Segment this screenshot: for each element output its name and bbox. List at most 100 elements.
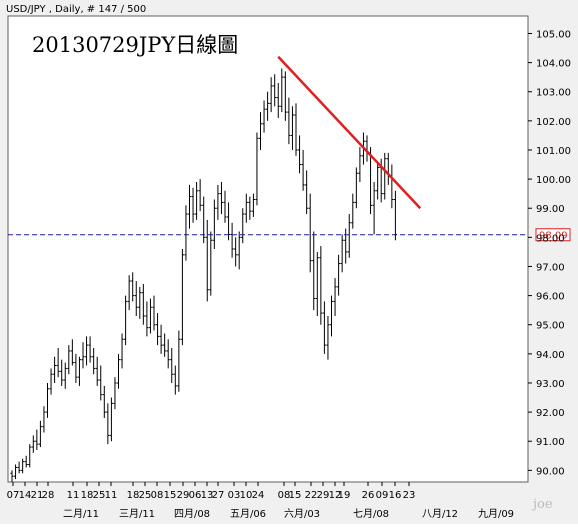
current-price-group: 98.09	[8, 228, 571, 242]
ohlc-bar	[49, 368, 53, 395]
ohlc-bar	[166, 339, 170, 369]
ohlc-bar	[297, 135, 302, 174]
ohlc-bar	[287, 97, 291, 145]
ohlc-bar	[376, 161, 380, 200]
y-tick-label: 102.00	[536, 117, 571, 128]
ohlc-bar	[230, 222, 234, 258]
x-tick-label: 29	[317, 490, 330, 501]
x-tick-label: 26	[362, 490, 375, 501]
y-tick-label: 104.00	[536, 59, 571, 70]
ohlc-bar	[17, 461, 21, 474]
ohlc-bar	[124, 295, 128, 346]
ohlc-bar	[74, 353, 78, 383]
ohlc-bars	[10, 68, 397, 482]
x-tick-label: 07	[7, 490, 20, 501]
y-tick-label: 96.00	[536, 292, 565, 303]
ohlc-bar	[127, 275, 131, 311]
ohlc-bar	[84, 336, 89, 366]
ohlc-bar	[198, 179, 202, 212]
month-label: 四月/08	[174, 508, 210, 520]
ohlc-bar	[290, 106, 295, 150]
x-tick-label: 03	[228, 490, 241, 501]
ohlc-bar	[269, 77, 273, 113]
trendline-group	[277, 55, 422, 210]
ohlc-bar	[155, 313, 160, 346]
ohlc-bar	[340, 234, 344, 273]
ohlc-bar	[266, 91, 270, 121]
ohlc-bar	[145, 301, 149, 337]
ohlc-bar	[273, 74, 277, 107]
ohlc-bar	[219, 182, 224, 215]
ohlc-bar	[301, 149, 305, 191]
ohlc-bar	[116, 353, 121, 389]
ohlc-bar	[60, 359, 64, 386]
ohlc-bar	[120, 333, 124, 369]
ohlc-bar	[163, 333, 167, 357]
ohlc-bar	[159, 324, 163, 354]
ohlc-bar	[209, 231, 213, 296]
ohlc-bar	[258, 112, 263, 150]
x-tick-label: 23	[403, 490, 416, 501]
x-tick-label: 21	[31, 490, 44, 501]
ohlc-bar	[70, 339, 74, 366]
ohlc-bar	[329, 295, 334, 337]
x-tick-label: 12	[329, 490, 342, 501]
ohlc-bar	[216, 184, 220, 220]
month-label: 三月/11	[119, 508, 155, 520]
x-tick-label: 19	[338, 490, 351, 501]
y-tick-label: 95.00	[536, 321, 565, 332]
ohlc-bar	[170, 348, 174, 383]
ohlc-bar	[53, 356, 57, 383]
ohlc-bar	[248, 196, 252, 220]
y-tick-label: 103.00	[536, 88, 571, 99]
y-tick-label: 97.00	[536, 262, 565, 273]
x-tick-label: 22	[305, 490, 318, 501]
y-tick-label: 105.00	[536, 29, 571, 40]
ohlc-bar	[10, 470, 14, 482]
x-tick-label: 28	[42, 490, 55, 501]
month-label: 六月/03	[284, 508, 320, 520]
x-tick-label: 08	[151, 490, 164, 501]
ohlc-bar	[276, 82, 280, 118]
ohlc-bar	[67, 345, 71, 375]
ohlc-bar	[305, 170, 309, 215]
plot-area	[7, 15, 529, 483]
ohlc-bar	[152, 295, 156, 331]
ohlc-bar	[95, 356, 99, 386]
ohlc-bar	[205, 219, 209, 302]
x-tick-label: 08	[278, 490, 291, 501]
y-tick-label: 93.00	[536, 379, 565, 390]
y-tick-label: 94.00	[536, 350, 565, 361]
x-tick-label: 14	[19, 490, 32, 501]
ohlc-bar	[77, 356, 82, 386]
ohlc-bar	[358, 147, 362, 183]
ohlc-bar	[21, 458, 25, 474]
ohlc-bar	[88, 336, 92, 363]
trendline	[277, 55, 422, 210]
month-label: 九月/09	[478, 508, 514, 520]
ohlc-bar	[177, 330, 181, 392]
ohlc-bar	[81, 342, 85, 369]
x-tick-label: 06	[189, 490, 202, 501]
ohlc-bar	[283, 71, 287, 121]
y-tick-label: 91.00	[536, 437, 565, 448]
ohlc-bar	[315, 251, 319, 316]
ohlc-bar	[173, 365, 177, 395]
ohlc-bar	[102, 385, 106, 418]
ohlc-bar	[184, 205, 188, 261]
ohlc-bar	[141, 283, 145, 325]
y-tick-label: 90.00	[536, 466, 565, 477]
ohlc-bar	[262, 100, 266, 133]
ohlc-bar	[63, 362, 67, 389]
ohlc-bar	[31, 435, 35, 453]
x-tick-label: 25	[139, 490, 152, 501]
month-label: 五月/06	[230, 508, 266, 520]
ohlc-bar	[187, 184, 192, 229]
ohlc-bar	[223, 190, 227, 223]
current-price-label: 98.09	[539, 231, 568, 242]
y-tick-label: 99.00	[536, 204, 565, 215]
ohlc-bar	[326, 315, 330, 360]
x-tick-label: 29	[177, 490, 190, 501]
